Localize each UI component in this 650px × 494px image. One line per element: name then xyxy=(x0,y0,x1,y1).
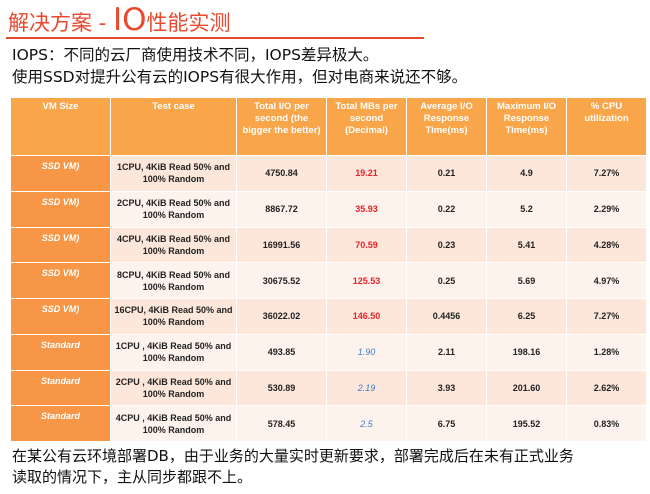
cell-avg-response: 0.23 xyxy=(406,226,487,264)
cell-avg-response: 2.11 xyxy=(406,333,487,371)
cell-avg-response: 0.22 xyxy=(406,190,487,228)
header-vm-size: VM Size xyxy=(10,97,111,156)
cell-cpu: 0.83% xyxy=(566,405,647,442)
intro-line-2: 使用SSD对提升公有云的IOPS有很大作用，但对电商来说还不够。 xyxy=(12,68,468,86)
cell-avg-response: 6.75 xyxy=(406,405,487,442)
cell-mbs: 2.5 xyxy=(326,405,407,442)
cell-test-case: 4CPU , 4KiB Read 50% and 100% Random xyxy=(110,405,237,442)
footer-line-2: 读取的情况下，主从同步都跟不上。 xyxy=(12,468,253,486)
cell-vm-size: Standard xyxy=(10,405,111,442)
table-row: Standard 2CPU , 4KiB Read 50% and 100% R… xyxy=(10,369,647,407)
cell-max-response: 5.2 xyxy=(486,190,567,228)
header-max-response: Maximum I/O Response Time(ms) xyxy=(486,97,567,156)
header-avg-response: Average I/O Response Time(ms) xyxy=(406,97,487,156)
cell-mbs: 19.21 xyxy=(326,155,407,192)
cell-max-response: 6.25 xyxy=(486,298,567,335)
cell-mbs: 146.50 xyxy=(326,298,407,335)
cell-cpu: 1.28% xyxy=(566,333,647,371)
cell-max-response: 4.9 xyxy=(486,155,567,192)
cell-test-case: 1CPU, 4KiB Read 50% and 100% Random xyxy=(110,155,237,192)
table-row: SSD VM) 16CPU, 4KiB Read 50% and 100% Ra… xyxy=(10,298,647,335)
cell-vm-size: SSD VM) xyxy=(10,262,111,299)
cell-test-case: 8CPU, 4KiB Read 50% and 100% Random xyxy=(110,262,237,299)
cell-iops: 8867.72 xyxy=(236,190,327,228)
cell-avg-response: 0.25 xyxy=(406,262,487,299)
table-row: SSD VM) 4CPU, 4KiB Read 50% and 100% Ran… xyxy=(10,226,647,264)
cell-max-response: 5.41 xyxy=(486,226,567,264)
title-prefix: 解决方案 - xyxy=(8,11,113,35)
title-io: IO xyxy=(112,2,147,38)
cell-vm-size: Standard xyxy=(10,369,111,407)
intro-line-1: IOPS：不同的云厂商使用技术不同，IOPS差异极大。 xyxy=(12,46,379,64)
cell-vm-size: SSD VM) xyxy=(10,226,111,264)
cell-cpu: 7.27% xyxy=(566,155,647,192)
cell-iops: 36022.02 xyxy=(236,298,327,335)
title-suffix: 性能实测 xyxy=(146,11,231,35)
footer-line-1: 在某公有云环境部署DB，由于业务的大量实时更新要求，部署完成后在未有正式业务 xyxy=(12,447,574,465)
intro-text: IOPS：不同的云厂商使用技术不同，IOPS差异极大。 使用SSD对提升公有云的… xyxy=(12,44,467,88)
cell-avg-response: 0.4456 xyxy=(406,298,487,335)
cell-mbs: 70.59 xyxy=(326,226,407,264)
table-header-row: VM Size Test case Total I/O per second (… xyxy=(10,97,647,156)
cell-mbs: 2.19 xyxy=(326,369,407,407)
cell-mbs: 125.53 xyxy=(326,262,407,299)
cell-max-response: 5.69 xyxy=(486,262,567,299)
header-cpu: % CPU utilization xyxy=(566,97,647,156)
cell-test-case: 1CPU , 4KiB Read 50% and 100% Random xyxy=(110,333,237,371)
cell-cpu: 7.27% xyxy=(566,298,647,335)
cell-test-case: 16CPU, 4KiB Read 50% and 100% Random xyxy=(110,298,237,335)
cell-cpu: 2.29% xyxy=(566,190,647,228)
cell-vm-size: SSD VM) xyxy=(10,190,111,228)
cell-test-case: 2CPU, 4KiB Read 50% and 100% Random xyxy=(110,190,237,228)
table-row: SSD VM) 2CPU, 4KiB Read 50% and 100% Ran… xyxy=(10,190,647,228)
cell-iops: 578.45 xyxy=(236,405,327,442)
cell-cpu: 4.28% xyxy=(566,226,647,264)
cell-iops: 530.89 xyxy=(236,369,327,407)
cell-test-case: 4CPU, 4KiB Read 50% and 100% Random xyxy=(110,226,237,264)
title-underline xyxy=(6,37,424,39)
cell-mbs: 1.90 xyxy=(326,333,407,371)
cell-max-response: 198.16 xyxy=(486,333,567,371)
cell-mbs: 35.93 xyxy=(326,190,407,228)
table-row: Standard 4CPU , 4KiB Read 50% and 100% R… xyxy=(10,405,647,442)
footer-text: 在某公有云环境部署DB，由于业务的大量实时更新要求，部署完成后在未有正式业务 读… xyxy=(12,446,574,488)
cell-iops: 4750.84 xyxy=(236,155,327,192)
cell-cpu: 2.62% xyxy=(566,369,647,407)
iops-results-table: VM Size Test case Total I/O per second (… xyxy=(10,97,647,442)
cell-avg-response: 0.21 xyxy=(406,155,487,192)
cell-avg-response: 3.93 xyxy=(406,369,487,407)
cell-iops: 493.85 xyxy=(236,333,327,371)
cell-vm-size: Standard xyxy=(10,333,111,371)
cell-max-response: 195.52 xyxy=(486,405,567,442)
table-row: SSD VM) 8CPU, 4KiB Read 50% and 100% Ran… xyxy=(10,262,647,299)
cell-iops: 16991.56 xyxy=(236,226,327,264)
header-total-mbs: Total MBs per second (Decimal) xyxy=(326,97,407,156)
table-row: SSD VM) 1CPU, 4KiB Read 50% and 100% Ran… xyxy=(10,155,647,192)
cell-iops: 30675.52 xyxy=(236,262,327,299)
header-test-case: Test case xyxy=(110,97,237,156)
page-title: 解决方案 - IO性能实测 xyxy=(8,2,231,38)
cell-vm-size: SSD VM) xyxy=(10,298,111,335)
cell-vm-size: SSD VM) xyxy=(10,155,111,192)
cell-test-case: 2CPU , 4KiB Read 50% and 100% Random xyxy=(110,369,237,407)
header-total-io: Total I/O per second (the bigger the bet… xyxy=(236,97,327,156)
cell-max-response: 201.60 xyxy=(486,369,567,407)
table-row: Standard 1CPU , 4KiB Read 50% and 100% R… xyxy=(10,333,647,371)
cell-cpu: 4.97% xyxy=(566,262,647,299)
